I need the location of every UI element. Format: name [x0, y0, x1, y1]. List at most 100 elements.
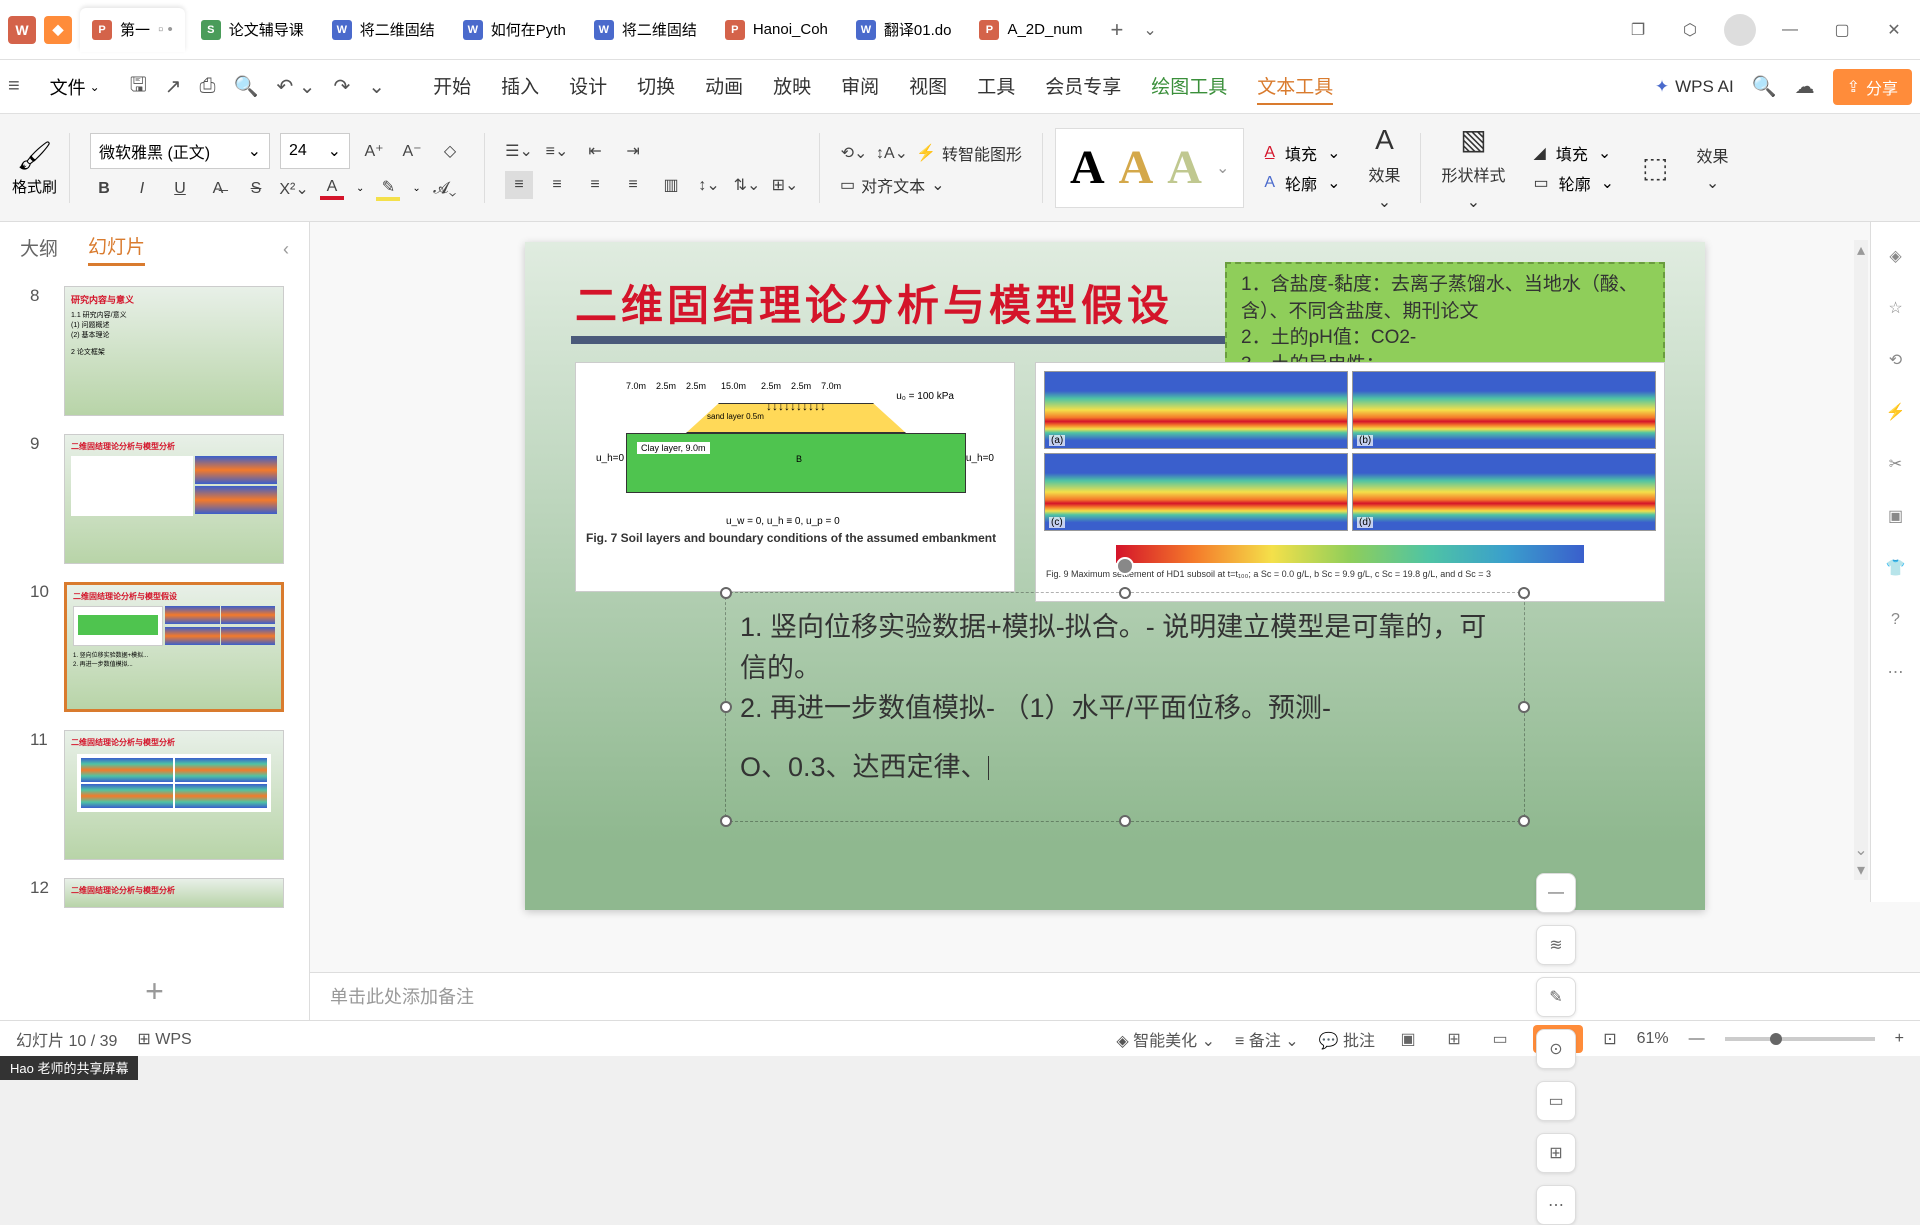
highlight-button[interactable]: ✎ — [374, 175, 402, 203]
menu-tab-view[interactable]: 视图 — [909, 68, 947, 105]
shape-3d-button[interactable]: ⬚ — [1642, 151, 1668, 184]
underline-button[interactable]: U — [166, 175, 194, 203]
layers-icon[interactable]: ≋ — [1536, 925, 1576, 965]
text-box-selected[interactable]: 1. 竖向位移实验数据+模拟-拟合。- 说明建立模型是可靠的，可信的。 2. 再… — [725, 592, 1525, 822]
new-tab-button[interactable]: + — [1098, 17, 1135, 43]
justify-button[interactable]: ≡ — [619, 171, 647, 199]
menu-tab-start[interactable]: 开始 — [433, 68, 471, 105]
home-icon[interactable]: ◆ — [44, 16, 72, 44]
notes-button[interactable]: ≡ 备注 ⌄ — [1235, 1027, 1299, 1051]
menu-tab-transition[interactable]: 切换 — [637, 68, 675, 105]
tab-outline[interactable]: 大纲 — [20, 234, 58, 265]
increase-font-icon[interactable]: A⁺ — [360, 137, 388, 165]
menu-tab-review[interactable]: 审阅 — [841, 68, 879, 105]
zoom-in-button[interactable]: + — [1895, 1030, 1904, 1048]
para-spacing-button[interactable]: ⇅⌄ — [733, 171, 761, 199]
slide-thumb-11[interactable]: 二维固结理论分析与模型分析 — [64, 730, 284, 860]
format-brush[interactable]: 🖌 格式刷 — [12, 139, 57, 197]
rs-sync-icon[interactable]: ⟲ — [1882, 346, 1910, 374]
vertical-scrollbar[interactable]: ▴ ⌄ ▾ — [1854, 240, 1868, 880]
wps-logo[interactable]: W — [8, 16, 36, 44]
rs-diamond-icon[interactable]: ◈ — [1882, 242, 1910, 270]
shape-effects-button[interactable]: 效果⌄ — [1697, 143, 1729, 193]
rs-star-icon[interactable]: ☆ — [1882, 294, 1910, 322]
avatar[interactable] — [1724, 14, 1756, 46]
rs-tools-icon[interactable]: ✂ — [1882, 450, 1910, 478]
tab-list-button[interactable]: ⌄ — [1135, 20, 1164, 40]
strikethrough-button[interactable]: A̶ — [204, 175, 232, 203]
more-float-icon[interactable]: ⋯ — [1536, 1185, 1576, 1225]
spacing-button[interactable]: ⊞⌄ — [771, 171, 799, 199]
slide-thumb-10[interactable]: 二维固结理论分析与模型假设1. 竖向位移实验数据+模拟...2. 再进一步数值模… — [64, 582, 284, 712]
tab[interactable]: W将二维固结 — [582, 8, 709, 52]
font-select[interactable]: 微软雅黑 (正文)⌄ — [90, 133, 270, 169]
menu-tab-member[interactable]: 会员专享 — [1045, 68, 1121, 105]
text-outline-button[interactable]: A — [1264, 174, 1275, 192]
rs-more-icon[interactable]: ⋯ — [1882, 658, 1910, 686]
rs-rocket-icon[interactable]: ⚡ — [1882, 398, 1910, 426]
normal-view-icon[interactable]: ▣ — [1395, 1026, 1421, 1052]
line-spacing-button[interactable]: ↕⌄ — [695, 171, 723, 199]
close-button[interactable]: ✕ — [1876, 12, 1912, 48]
slide-thumb-8[interactable]: 研究内容与意义1.1 研究内容/意义(1) 问题概述(2) 基本理论2 论文框架 — [64, 286, 284, 416]
preview-icon[interactable]: 🔍 — [234, 74, 259, 99]
share-button[interactable]: ⇪ 分享 — [1833, 69, 1912, 105]
fit-button[interactable]: ⊡ — [1603, 1029, 1616, 1049]
sorter-view-icon[interactable]: ⊞ — [1441, 1026, 1467, 1052]
menu-tab-animation[interactable]: 动画 — [705, 68, 743, 105]
indent-button[interactable]: ⇥ — [619, 137, 647, 165]
shape-outline-button[interactable]: ▭ — [1534, 173, 1549, 193]
menu-tab-slideshow[interactable]: 放映 — [773, 68, 811, 105]
align-center-button[interactable]: ≡ — [543, 171, 571, 199]
beautify-button[interactable]: ◈ 智能美化 ⌄ — [1116, 1027, 1215, 1051]
text-styles-gallery[interactable]: A A A ⌄ — [1055, 128, 1244, 208]
tab[interactable]: S论文辅导课 — [189, 8, 316, 52]
hamburger-icon[interactable]: ≡ — [8, 75, 20, 98]
tab-opts-icon[interactable]: ▫ • — [158, 21, 173, 38]
tab[interactable]: W如何在Pyth — [451, 8, 578, 52]
slide-thumb-12[interactable]: 二维固结理论分析与模型分析 — [64, 878, 284, 908]
brush-icon[interactable]: ✎ — [1536, 977, 1576, 1017]
font-color-button[interactable]: A — [318, 175, 346, 203]
columns-button[interactable]: ▥ — [657, 171, 685, 199]
more-icon[interactable]: ⌄ — [368, 74, 385, 99]
superscript-button[interactable]: X²⌄ — [280, 175, 308, 203]
collapse-icon[interactable]: ‹ — [283, 239, 289, 260]
print-icon[interactable]: ⎙ — [200, 75, 216, 98]
comments-button[interactable]: 💬 批注 — [1319, 1027, 1375, 1051]
slide[interactable]: 二维固结理论分析与模型假设 1．含盐度-黏度：去离子蒸馏水、当地水（酸、含）、不… — [525, 242, 1705, 910]
numbering-button[interactable]: ≡⌄ — [543, 137, 571, 165]
align-text-button[interactable]: ▭ 对齐文本 ⌄ — [840, 173, 945, 197]
group-icon[interactable]: ⊞ — [1536, 1133, 1576, 1173]
add-slide-button[interactable]: + — [0, 963, 309, 1020]
tab-active[interactable]: P 第一 ▫ • — [80, 8, 185, 52]
rotation-handle[interactable] — [1116, 557, 1134, 575]
menu-file[interactable]: 文件 ⌄ — [50, 74, 100, 100]
menu-tab-design[interactable]: 设计 — [569, 68, 607, 105]
menu-tab-drawing[interactable]: 绘图工具 — [1151, 68, 1227, 105]
strike-button[interactable]: S — [242, 175, 270, 203]
shape-fill-button[interactable]: ◢ — [1534, 143, 1546, 163]
shape-style-button[interactable]: ▧形状样式⌄ — [1441, 123, 1505, 212]
vertical-text-button[interactable]: ↕A⌄ — [878, 139, 906, 167]
smart-graphic-button[interactable]: ⚡ 转智能图形 — [916, 141, 1022, 165]
text-fill-button[interactable]: A̲ — [1264, 144, 1275, 162]
text-content[interactable]: 1. 竖向位移实验数据+模拟-拟合。- 说明建立模型是可靠的，可信的。 2. 再… — [740, 607, 1510, 787]
rs-measure-icon[interactable]: ▣ — [1882, 502, 1910, 530]
cube-icon[interactable]: ⬡ — [1672, 12, 1708, 48]
tab[interactable]: PA_2D_num — [967, 8, 1094, 52]
text-effects-button[interactable]: A效果⌄ — [1368, 124, 1400, 212]
maximize-button[interactable]: ▢ — [1824, 12, 1860, 48]
bullets-button[interactable]: ☰⌄ — [505, 137, 533, 165]
size-select[interactable]: 24⌄ — [280, 133, 350, 169]
tab[interactable]: W将二维固结 — [320, 8, 447, 52]
share-icon[interactable]: ↗ — [165, 74, 182, 99]
rs-help-icon[interactable]: ? — [1882, 606, 1910, 634]
text-effect-button[interactable]: 𝓐⌄ — [431, 175, 459, 203]
align-right-button[interactable]: ≡ — [581, 171, 609, 199]
menu-tab-insert[interactable]: 插入 — [501, 68, 539, 105]
redo-icon[interactable]: ↷ — [334, 74, 351, 99]
outdent-button[interactable]: ⇤ — [581, 137, 609, 165]
slide-thumb-9[interactable]: 二维固结理论分析与模型分析 — [64, 434, 284, 564]
decrease-font-icon[interactable]: A⁻ — [398, 137, 426, 165]
